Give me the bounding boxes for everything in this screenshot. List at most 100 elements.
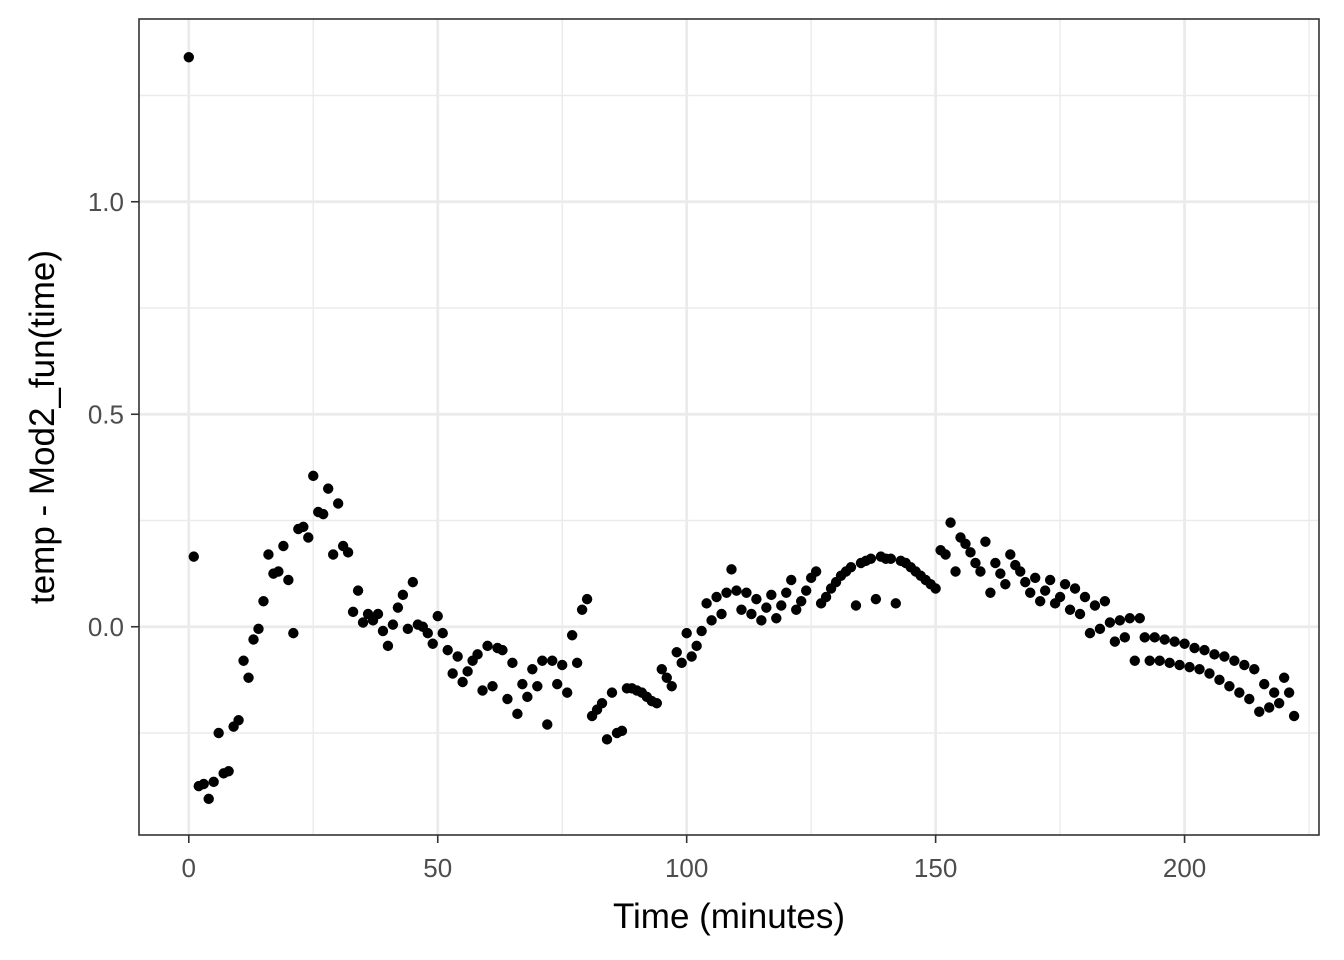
y-axis-ticks: 0.0 0.5 1.0 xyxy=(88,187,139,642)
data-point xyxy=(561,687,573,698)
data-point xyxy=(1015,566,1026,577)
data-point xyxy=(1104,617,1116,628)
data-point xyxy=(322,483,334,494)
data-point xyxy=(1239,659,1250,671)
data-point xyxy=(1149,632,1160,643)
data-point xyxy=(1005,549,1016,560)
data-point xyxy=(1244,693,1255,705)
data-point xyxy=(258,596,269,607)
data-point xyxy=(397,589,409,601)
data-point xyxy=(1059,579,1071,590)
data-point xyxy=(1199,644,1210,656)
x-axis-ticks: 0 50 100 150 200 xyxy=(182,835,1206,883)
data-point xyxy=(357,617,369,628)
data-point xyxy=(253,623,264,635)
data-point xyxy=(183,52,194,63)
data-point xyxy=(1164,657,1175,669)
data-point xyxy=(392,602,404,613)
data-point xyxy=(442,644,453,656)
data-point xyxy=(1179,638,1190,649)
data-point xyxy=(581,593,593,605)
data-point xyxy=(691,640,702,652)
data-point xyxy=(372,608,384,620)
data-point xyxy=(1079,591,1091,603)
data-point xyxy=(671,647,682,658)
data-point xyxy=(1229,655,1240,666)
y-tick-label: 0.0 xyxy=(88,612,124,642)
data-point xyxy=(402,623,414,635)
data-point xyxy=(980,536,991,547)
data-point xyxy=(1089,600,1101,611)
data-point xyxy=(273,566,284,577)
data-point xyxy=(527,664,538,675)
data-point xyxy=(781,587,792,598)
data-point xyxy=(188,551,199,562)
data-point xyxy=(776,600,787,611)
data-point xyxy=(965,547,976,558)
data-point xyxy=(1254,706,1265,717)
data-point xyxy=(1219,651,1230,662)
data-point xyxy=(820,591,832,603)
data-point xyxy=(1159,634,1170,645)
data-point xyxy=(472,649,483,660)
data-point xyxy=(885,553,897,564)
data-point xyxy=(576,604,588,615)
data-point xyxy=(482,640,493,652)
data-point xyxy=(243,672,254,683)
data-point xyxy=(547,655,558,666)
minor-gridlines xyxy=(139,19,1319,835)
data-point xyxy=(975,566,986,577)
data-point xyxy=(233,715,244,726)
data-point xyxy=(721,587,732,598)
data-point xyxy=(387,619,399,630)
data-point xyxy=(726,564,737,575)
data-point xyxy=(422,627,433,639)
x-tick-label: 50 xyxy=(423,853,452,883)
data-point xyxy=(870,593,882,605)
data-point xyxy=(332,498,344,509)
data-point xyxy=(1109,636,1121,647)
data-point xyxy=(352,585,364,596)
data-point xyxy=(308,470,319,482)
x-tick-label: 100 xyxy=(665,853,708,883)
data-point xyxy=(1189,642,1200,654)
data-point xyxy=(382,640,394,652)
panel-border xyxy=(138,18,1320,836)
data-point xyxy=(1259,678,1270,690)
data-point xyxy=(1124,613,1136,624)
data-point xyxy=(716,608,727,620)
data-point xyxy=(930,583,941,594)
data-point xyxy=(1114,615,1126,626)
data-point xyxy=(676,657,687,669)
y-tick-label: 1.0 xyxy=(88,187,124,217)
data-point xyxy=(1144,655,1155,666)
data-point xyxy=(1224,681,1235,692)
x-tick-label: 150 xyxy=(914,853,957,883)
data-point xyxy=(661,672,672,683)
data-point xyxy=(532,681,543,692)
data-point xyxy=(1268,687,1280,698)
data-point xyxy=(771,613,782,624)
data-point xyxy=(950,566,961,577)
data-point xyxy=(741,587,752,598)
data-point xyxy=(278,540,289,552)
data-point xyxy=(427,638,438,649)
data-points xyxy=(183,52,1300,805)
data-point xyxy=(327,549,339,560)
data-point xyxy=(795,596,807,607)
y-tick-label: 0.5 xyxy=(88,399,124,429)
data-point xyxy=(203,793,214,805)
data-point xyxy=(477,685,488,696)
data-point xyxy=(890,598,901,609)
data-point xyxy=(318,508,329,520)
data-point xyxy=(616,725,628,737)
data-point xyxy=(706,615,717,626)
data-point xyxy=(1099,596,1111,607)
data-point xyxy=(522,691,533,703)
data-point xyxy=(800,585,812,596)
data-point xyxy=(1209,649,1220,660)
data-point xyxy=(960,538,971,550)
data-point xyxy=(711,591,722,603)
data-point xyxy=(1139,632,1150,643)
